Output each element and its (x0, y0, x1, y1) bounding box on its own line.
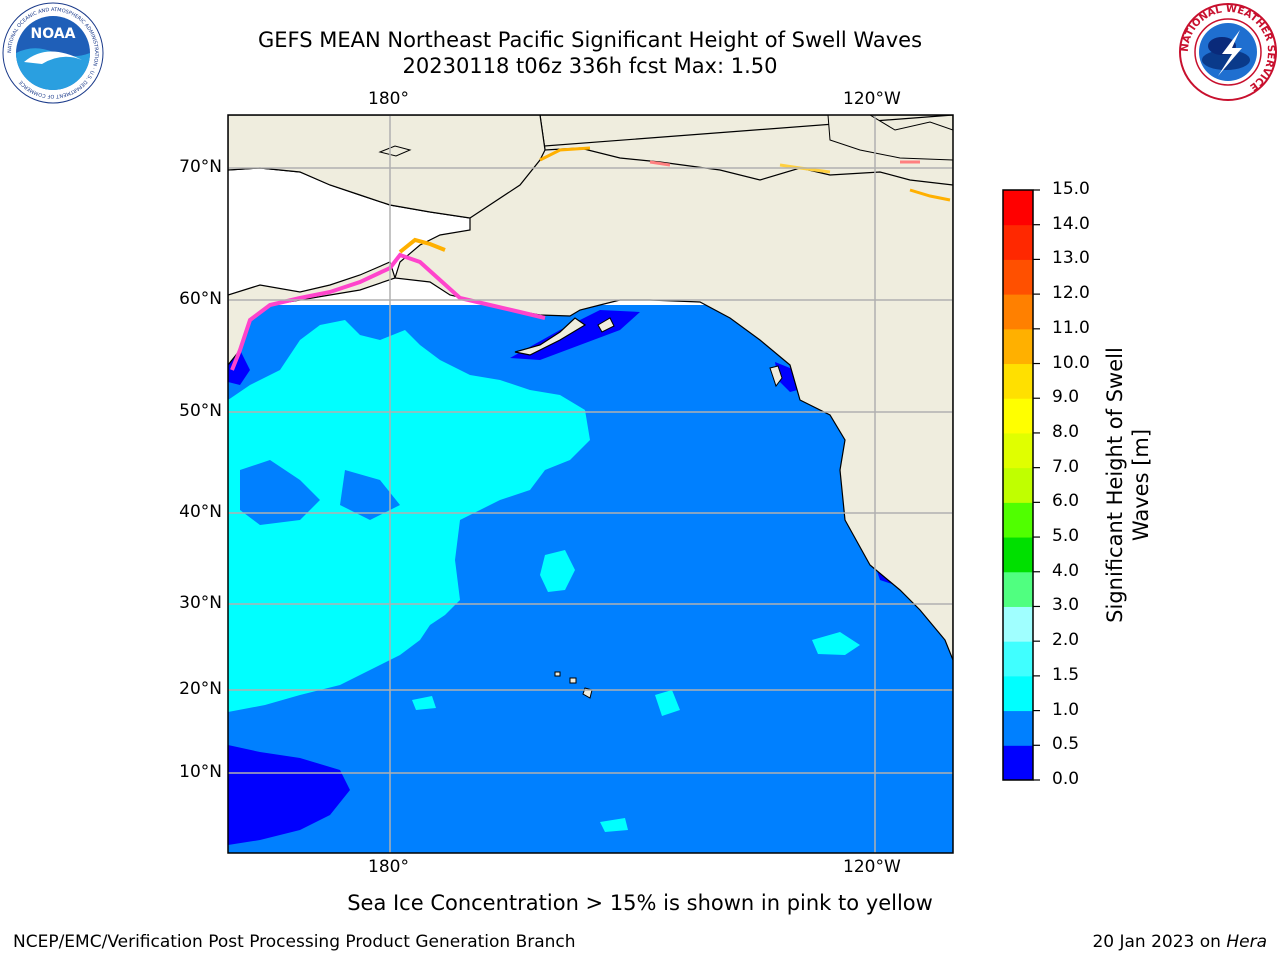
lon-label-top: 120°W (843, 89, 901, 109)
noaa-logo: NOAA NATIONAL OCEANIC AND ATMOSPHERIC AD… (2, 2, 104, 104)
cyan-swell-region (228, 320, 590, 712)
colorbar-tick-label: 9.0 (1052, 387, 1080, 408)
colorbar-segment (1003, 398, 1033, 434)
colorbar-segment (1003, 745, 1033, 781)
colorbar-tick-label: 11.0 (1052, 317, 1090, 338)
chart-title: GEFS MEAN Northeast Pacific Significant … (257, 28, 923, 52)
land-alaska-peninsula (514, 317, 587, 356)
colorbar-tick-label: 7.0 (1052, 456, 1080, 477)
colorbar (1003, 189, 1040, 781)
land-kodiak (597, 317, 615, 333)
footer-date: 20 Jan 2023 on Hera (1092, 932, 1267, 952)
colorbar-tick-label: 6.0 (1052, 491, 1080, 512)
sea-ice-edge (398, 237, 446, 254)
lat-label: 20°N (179, 679, 222, 699)
colorbar-segment (1003, 710, 1033, 746)
colorbar-segment (1003, 328, 1033, 365)
colorbar-segment (1003, 675, 1033, 712)
lat-label: 30°N (179, 593, 222, 613)
land-alaska (228, 115, 953, 661)
colorbar-tick-label: 1.5 (1052, 664, 1080, 685)
lat-label: 60°N (179, 289, 222, 309)
sea-ice-edge (909, 188, 951, 202)
map-frame (227, 114, 954, 854)
graticule (228, 115, 953, 853)
lon-label-bottom: 180° (368, 857, 409, 877)
colorbar-tick-label: 0.5 (1052, 734, 1080, 755)
lat-label: 40°N (179, 502, 222, 522)
colorbar-segment (1003, 502, 1033, 538)
footer-machine: Hera (1226, 932, 1267, 952)
colorbar-segment (1003, 467, 1033, 503)
svg-text:NOAA: NOAA (31, 26, 76, 42)
low-swell-region (228, 745, 350, 845)
colorbar-tick-label: 4.0 (1052, 560, 1080, 581)
cyan-swell-region (240, 460, 320, 525)
cyan-swell-region (412, 696, 436, 710)
footer-date-text: 20 Jan 2023 on (1092, 932, 1221, 952)
colorbar-segment (1003, 641, 1033, 677)
land-arctic-island (827, 115, 953, 161)
lon-label-bottom: 120°W (843, 857, 901, 877)
sea-ice-edge (539, 146, 591, 162)
nws-logo: NATIONAL WEATHER SERVICE (1179, 3, 1277, 101)
colorbar-tick-label: 14.0 (1052, 213, 1090, 234)
cyan-swell-region (600, 818, 628, 832)
colorbar-tick-label: 3.0 (1052, 595, 1080, 616)
cyan-swell-region (340, 470, 400, 520)
colorbar-segment (1003, 571, 1033, 607)
colorbar-tick-label: 0.0 (1052, 769, 1080, 789)
colorbar-title: Significant Height of Swell Waves [m] (1103, 347, 1153, 623)
colorbar-tick-label: 8.0 (1052, 421, 1080, 442)
colorbar-tick-label: 13.0 (1052, 248, 1090, 269)
colorbar-segment (1003, 363, 1033, 399)
lat-label: 70°N (179, 157, 222, 177)
colorbar-segment (1003, 606, 1033, 642)
lat-label: 10°N (179, 762, 222, 782)
colorbar-tick-label: 5.0 (1052, 526, 1080, 547)
land-vancouver-island (769, 365, 783, 388)
colorbar-segment (1003, 537, 1033, 573)
cyan-swell-region (655, 690, 680, 716)
sea-ice-edge (649, 160, 671, 167)
colorbar-tick-label: 10.0 (1052, 352, 1090, 373)
colorbar-segment (1003, 190, 1033, 226)
colorbar-segment (1003, 224, 1033, 260)
colorbar-segment (1003, 259, 1033, 295)
lat-label: 50°N (179, 401, 222, 421)
sea-ice-note: Sea Ice Concentration > 15% is shown in … (347, 891, 933, 915)
cyan-swell-region (540, 550, 575, 592)
colorbar-tick-label: 15.0 (1052, 179, 1090, 199)
colorbar-segment (1003, 294, 1033, 330)
colorbar-frame (1002, 189, 1034, 781)
cyan-swell-region (812, 632, 860, 655)
colorbar-tick-label: 2.0 (1052, 630, 1080, 651)
colorbar-segment (1003, 432, 1033, 469)
lon-label-top: 180° (368, 89, 409, 109)
chart-subtitle: 20230118 t06z 336h fcst Max: 1.50 (402, 54, 778, 78)
footer-credit: NCEP/EMC/Verification Post Processing Pr… (13, 932, 576, 952)
colorbar-tick-label: 1.0 (1052, 699, 1080, 720)
colorbar-tick-label: 12.0 (1052, 283, 1090, 304)
